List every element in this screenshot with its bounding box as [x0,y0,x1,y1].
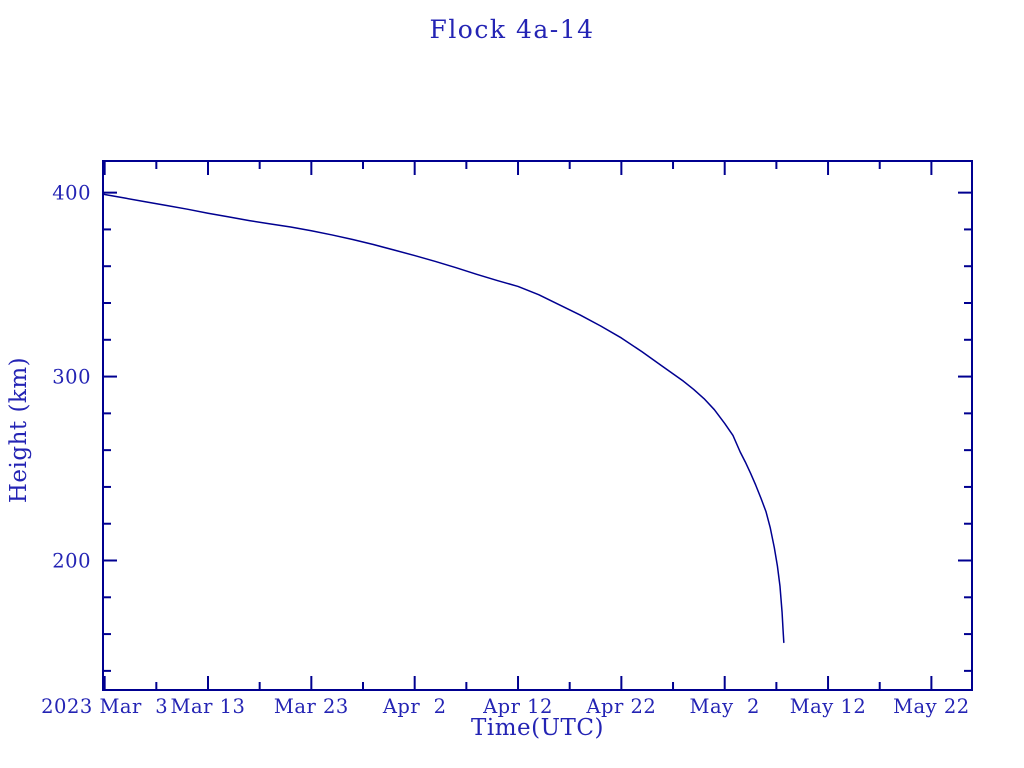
x-tick-label: Apr 2 [382,695,447,718]
x-tick-label: May 12 [790,695,867,718]
chart-title: Flock 4a-14 [429,15,595,44]
decay-curve [102,193,785,644]
axes [102,160,973,691]
x-tick-label: Apr 22 [585,695,656,718]
y-tick-label: 300 [52,366,91,389]
y-tick-label: 200 [52,550,91,573]
y-tick-label: 400 [52,182,91,205]
x-tick-label: 2023 Mar 3 [41,695,168,718]
axis-ticks [103,162,971,689]
x-tick-label: Apr 12 [482,695,553,718]
x-tick-label: May 2 [689,695,759,718]
x-axis-label: Time(UTC) [471,715,604,741]
x-tick-label: May 22 [893,695,970,718]
tick-labels: 2023 Mar 3 Mar 13 Mar 23 Apr 2 Apr 12 Apr 22 M… [41,182,970,718]
x-tick-label: Mar 13 [171,695,246,718]
x-tick-label: Mar 23 [274,695,349,718]
height-curve [102,193,785,644]
